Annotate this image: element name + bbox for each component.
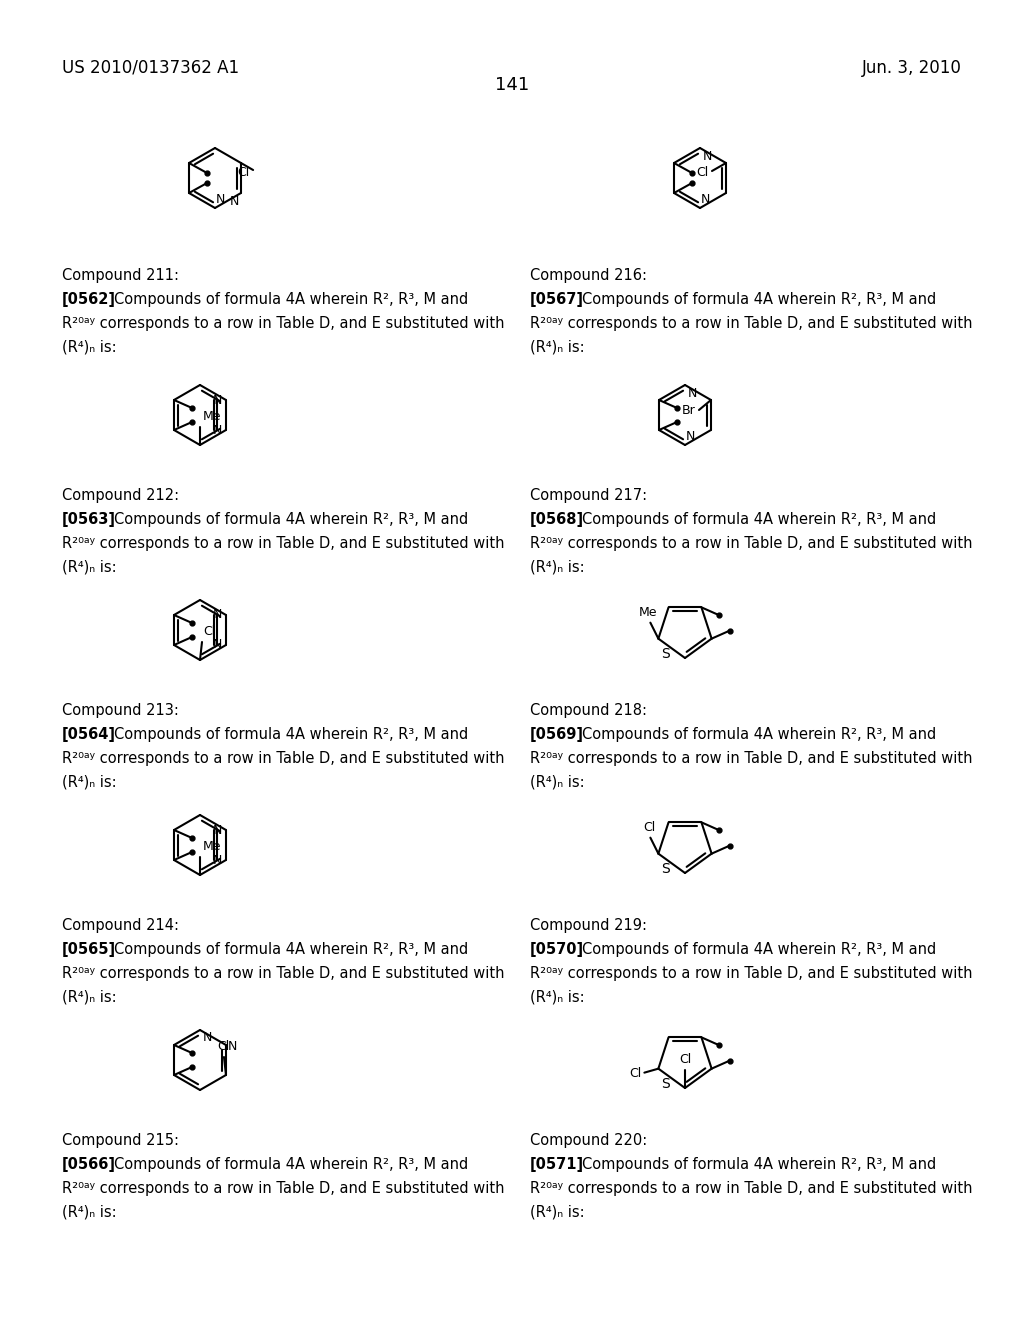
Text: N: N <box>213 854 222 866</box>
Text: [0567]: [0567] <box>530 292 584 306</box>
Text: R²⁰ᵃʸ corresponds to a row in Table D, and E substituted with: R²⁰ᵃʸ corresponds to a row in Table D, a… <box>530 751 973 766</box>
Text: US 2010/0137362 A1: US 2010/0137362 A1 <box>62 59 240 77</box>
Text: R²⁰ᵃʸ corresponds to a row in Table D, and E substituted with: R²⁰ᵃʸ corresponds to a row in Table D, a… <box>62 751 505 766</box>
Text: Cl: Cl <box>696 165 709 178</box>
Text: R²⁰ᵃʸ corresponds to a row in Table D, and E substituted with: R²⁰ᵃʸ corresponds to a row in Table D, a… <box>62 966 505 981</box>
Text: N: N <box>228 1040 238 1053</box>
Text: (R⁴)ₙ is:: (R⁴)ₙ is: <box>62 775 117 789</box>
Text: S: S <box>662 1077 670 1090</box>
Text: (R⁴)ₙ is:: (R⁴)ₙ is: <box>62 990 117 1005</box>
Text: [0564]: [0564] <box>62 727 116 742</box>
Text: N: N <box>701 193 711 206</box>
Text: Compounds of formula 4A wherein R², R³, M and: Compounds of formula 4A wherein R², R³, … <box>582 1156 936 1172</box>
Text: N: N <box>213 393 222 407</box>
Text: (R⁴)ₙ is:: (R⁴)ₙ is: <box>530 560 585 574</box>
Text: Compound 220:: Compound 220: <box>530 1133 647 1148</box>
Text: N: N <box>216 193 225 206</box>
Text: R²⁰ᵃʸ corresponds to a row in Table D, and E substituted with: R²⁰ᵃʸ corresponds to a row in Table D, a… <box>530 536 973 550</box>
Text: R²⁰ᵃʸ corresponds to a row in Table D, and E substituted with: R²⁰ᵃʸ corresponds to a row in Table D, a… <box>62 536 505 550</box>
Text: [0571]: [0571] <box>530 1156 584 1172</box>
Text: [0568]: [0568] <box>530 512 584 527</box>
Text: [0563]: [0563] <box>62 512 116 527</box>
Text: 141: 141 <box>495 77 529 94</box>
Text: (R⁴)ₙ is:: (R⁴)ₙ is: <box>530 990 585 1005</box>
Text: Compound 219:: Compound 219: <box>530 917 647 933</box>
Text: R²⁰ᵃʸ corresponds to a row in Table D, and E substituted with: R²⁰ᵃʸ corresponds to a row in Table D, a… <box>530 315 973 330</box>
Text: Compounds of formula 4A wherein R², R³, M and: Compounds of formula 4A wherein R², R³, … <box>582 512 936 527</box>
Text: N: N <box>213 824 222 837</box>
Text: S: S <box>662 647 670 660</box>
Text: Compounds of formula 4A wherein R², R³, M and: Compounds of formula 4A wherein R², R³, … <box>114 727 468 742</box>
Text: N: N <box>688 387 697 400</box>
Text: N: N <box>213 609 222 622</box>
Text: Compound 215:: Compound 215: <box>62 1133 179 1148</box>
Text: [0562]: [0562] <box>62 292 116 306</box>
Text: Jun. 3, 2010: Jun. 3, 2010 <box>862 59 962 77</box>
Text: Compounds of formula 4A wherein R², R³, M and: Compounds of formula 4A wherein R², R³, … <box>114 1156 468 1172</box>
Text: (R⁴)ₙ is:: (R⁴)ₙ is: <box>530 339 585 354</box>
Text: Compound 211:: Compound 211: <box>62 268 179 282</box>
Text: Cl: Cl <box>629 1067 641 1080</box>
Text: Compounds of formula 4A wherein R², R³, M and: Compounds of formula 4A wherein R², R³, … <box>114 941 468 957</box>
Text: N: N <box>213 639 222 652</box>
Text: (R⁴)ₙ is:: (R⁴)ₙ is: <box>530 775 585 789</box>
Text: Cl: Cl <box>237 166 249 180</box>
Text: Me: Me <box>203 840 221 853</box>
Text: R²⁰ᵃʸ corresponds to a row in Table D, and E substituted with: R²⁰ᵃʸ corresponds to a row in Table D, a… <box>530 1180 973 1196</box>
Text: N: N <box>229 195 239 209</box>
Text: R²⁰ᵃʸ corresponds to a row in Table D, and E substituted with: R²⁰ᵃʸ corresponds to a row in Table D, a… <box>530 966 973 981</box>
Text: (R⁴)ₙ is:: (R⁴)ₙ is: <box>62 560 117 574</box>
Text: Compound 214:: Compound 214: <box>62 917 179 933</box>
Text: Compound 216:: Compound 216: <box>530 268 647 282</box>
Text: R²⁰ᵃʸ corresponds to a row in Table D, and E substituted with: R²⁰ᵃʸ corresponds to a row in Table D, a… <box>62 315 505 330</box>
Text: [0566]: [0566] <box>62 1156 116 1172</box>
Text: Compounds of formula 4A wherein R², R³, M and: Compounds of formula 4A wherein R², R³, … <box>114 292 468 306</box>
Text: Compound 218:: Compound 218: <box>530 704 647 718</box>
Text: N: N <box>203 1031 212 1044</box>
Text: Compound 217:: Compound 217: <box>530 488 647 503</box>
Text: R²⁰ᵃʸ corresponds to a row in Table D, and E substituted with: R²⁰ᵃʸ corresponds to a row in Table D, a… <box>62 1180 505 1196</box>
Text: (R⁴)ₙ is:: (R⁴)ₙ is: <box>62 339 117 354</box>
Text: Me: Me <box>203 411 221 422</box>
Text: Compounds of formula 4A wherein R², R³, M and: Compounds of formula 4A wherein R², R³, … <box>582 727 936 742</box>
Text: (R⁴)ₙ is:: (R⁴)ₙ is: <box>62 1204 117 1220</box>
Text: Cl: Cl <box>643 821 655 834</box>
Text: Cl: Cl <box>217 1040 229 1053</box>
Text: N: N <box>703 150 713 162</box>
Text: N: N <box>686 430 695 444</box>
Text: N: N <box>213 424 222 437</box>
Text: Compound 212:: Compound 212: <box>62 488 179 503</box>
Text: Cl: Cl <box>203 624 215 638</box>
Text: Compounds of formula 4A wherein R², R³, M and: Compounds of formula 4A wherein R², R³, … <box>114 512 468 527</box>
Text: [0565]: [0565] <box>62 941 116 957</box>
Text: Compounds of formula 4A wherein R², R³, M and: Compounds of formula 4A wherein R², R³, … <box>582 941 936 957</box>
Text: [0570]: [0570] <box>530 941 584 957</box>
Text: Cl: Cl <box>679 1053 691 1067</box>
Text: [0569]: [0569] <box>530 727 584 742</box>
Text: S: S <box>662 862 670 875</box>
Text: Compound 213:: Compound 213: <box>62 704 179 718</box>
Text: (R⁴)ₙ is:: (R⁴)ₙ is: <box>530 1204 585 1220</box>
Text: Compounds of formula 4A wherein R², R³, M and: Compounds of formula 4A wherein R², R³, … <box>582 292 936 306</box>
Text: Me: Me <box>639 606 657 619</box>
Text: Br: Br <box>682 404 696 417</box>
